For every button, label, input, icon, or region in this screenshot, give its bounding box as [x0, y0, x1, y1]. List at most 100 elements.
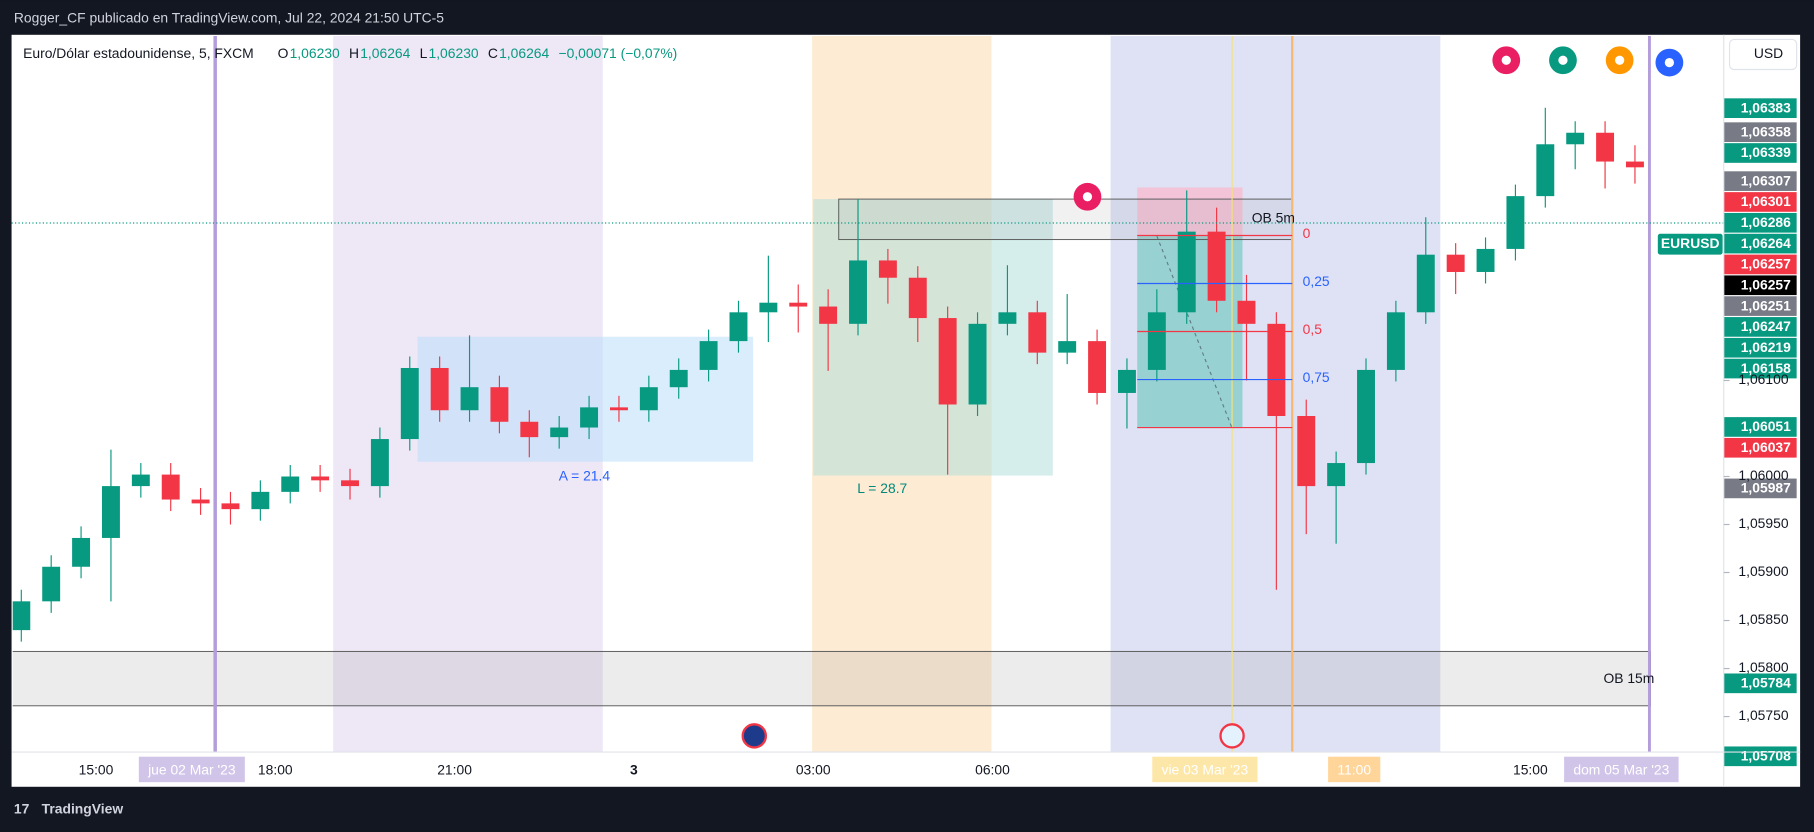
candle-body [1297, 416, 1316, 487]
price-tag [1723, 337, 1797, 358]
candle-body [42, 566, 61, 602]
candle-body [311, 476, 330, 481]
time-highlight-label: 11:00 [1337, 761, 1371, 777]
price-tag [1723, 673, 1797, 694]
y-tick-label: 1,05950 [1738, 515, 1788, 531]
candle-body [819, 306, 838, 324]
y-tick-label: 1,05850 [1738, 611, 1788, 627]
candle-body [1267, 323, 1286, 417]
ohlc-key: L [420, 45, 428, 61]
overlay: 0 0,25 0,5 0,75 1 1,06383 1,06358 1,06339 1,0630… [11, 98, 1797, 767]
pin-dot [1501, 55, 1511, 65]
x-tick-label: 15:00 [1513, 761, 1548, 777]
fib-label: 0 [1303, 225, 1311, 241]
price-tag-label: 1,06051 [1741, 418, 1791, 434]
fib-label: 0,5 [1303, 321, 1323, 337]
price-tag-label: 1,06251 [1741, 297, 1791, 313]
candle-body [191, 499, 210, 504]
range-box [813, 199, 1053, 476]
pin-dot [1615, 55, 1625, 65]
price-tag-label: 1,05708 [1741, 748, 1791, 764]
time-highlight-bg [1328, 756, 1381, 783]
fib-label: 1 [1303, 417, 1311, 433]
price-tag [1723, 296, 1797, 316]
price-tag-label: 1,06286 [1741, 214, 1791, 230]
price-tag [1723, 212, 1797, 233]
symbol: Euro/Dólar estadounidense, 5, FXCM [23, 45, 254, 61]
price-tag-label: 1,06158 [1741, 360, 1791, 376]
event-us[interactable] [1219, 723, 1245, 749]
candle-body [1596, 132, 1615, 162]
currency: USD [1754, 45, 1783, 61]
price-tag-label: 1,06219 [1741, 339, 1791, 355]
pin-dot [1664, 57, 1675, 68]
price-tag-label: 1,06301 [1741, 193, 1791, 209]
y-tick-label: 1,05900 [1738, 563, 1788, 579]
candle-body [400, 367, 419, 440]
time-highlight: 11:00 [1328, 756, 1381, 783]
price-tag-label: 1,06383 [1741, 99, 1791, 115]
price-tag-label: 1,06037 [1741, 439, 1791, 455]
candle-body [1446, 254, 1465, 272]
brand-logo: 17 [14, 801, 30, 817]
ohlc-value: 1,06264 [499, 45, 549, 61]
candle-body [1028, 312, 1047, 353]
ohlc-key: C [488, 45, 498, 61]
candle-body [669, 369, 688, 388]
candle-body [789, 302, 808, 307]
fib-label: 0,25 [1303, 273, 1330, 289]
price-tag [1723, 192, 1797, 212]
candle-body [101, 486, 120, 538]
candle-body [1237, 300, 1256, 324]
candle-body [878, 260, 897, 278]
annotation: A = 21.4 [559, 467, 611, 483]
price-tag-label: 1,06358 [1741, 123, 1791, 139]
y-tick-label: 1,05750 [1738, 707, 1788, 723]
fib-label: 0,75 [1303, 369, 1330, 385]
x-tick-label: 18:00 [258, 761, 293, 777]
price-tag [1723, 358, 1797, 379]
candle-body [1566, 132, 1585, 145]
price-tag [1723, 98, 1797, 118]
time-highlight: vie 03 Mar '23 [1152, 756, 1258, 783]
ob-zone [12, 650, 1651, 707]
candle-body [1058, 341, 1077, 353]
price-tag-label: 1,05784 [1741, 675, 1791, 691]
candle-body [1117, 369, 1136, 393]
candle-body [908, 277, 927, 319]
ohlc-key: H [349, 45, 359, 61]
candle-body [1416, 254, 1435, 313]
currency-button[interactable] [1728, 38, 1798, 71]
candle-body [609, 407, 628, 411]
pin-dot [1558, 55, 1568, 65]
candle-body [1536, 144, 1555, 197]
candle-body [460, 387, 479, 411]
event-eu[interactable] [741, 723, 768, 749]
price-tag-label: 1,06257 [1741, 256, 1791, 272]
x-tick-label: 03:00 [796, 761, 831, 777]
price-tag-label: 1,06257 [1741, 277, 1791, 293]
candles [12, 107, 1644, 642]
candle-body [72, 537, 91, 567]
candle-body [729, 312, 748, 342]
candle-body [1207, 231, 1226, 301]
candle-body [580, 407, 599, 428]
candle-body [998, 312, 1017, 324]
candle-body [1327, 463, 1346, 487]
price-tag [1723, 417, 1797, 437]
pin-dot [1082, 192, 1093, 202]
price-tag [1723, 746, 1797, 767]
candle-body [341, 480, 359, 487]
symbol-tag: EURUSD [1661, 235, 1720, 251]
time-highlight-bg [138, 756, 245, 783]
annotation: OB 5m [1252, 209, 1295, 225]
price-tag [1723, 317, 1797, 337]
candle-body [1357, 369, 1375, 464]
time-highlight-label: dom 05 Mar '23 [1573, 761, 1669, 777]
title: Rogger_CF publicado en TradingView.com, … [14, 9, 444, 25]
candle-body [1177, 231, 1196, 313]
change: −0,00071 (−0,07%) [559, 45, 678, 61]
time-highlight: jue 02 Mar '23 [138, 756, 245, 783]
